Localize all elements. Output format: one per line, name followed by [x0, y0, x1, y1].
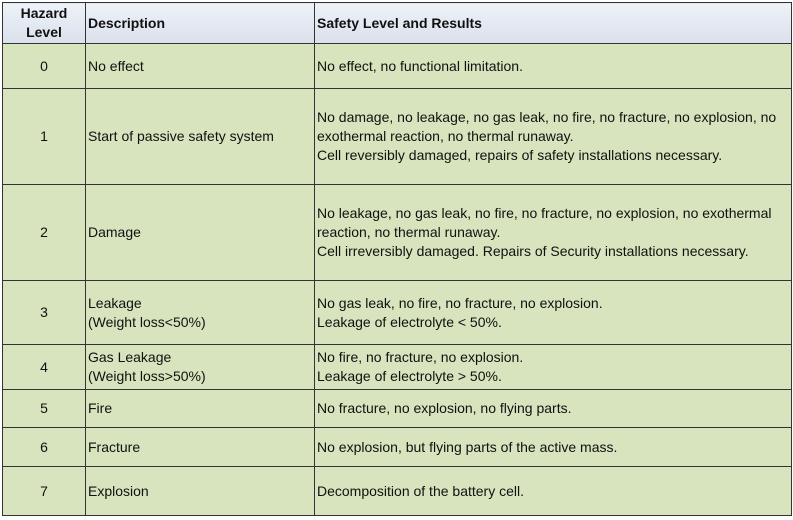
results-line: No effect, no functional limitation. — [317, 57, 523, 74]
results-cell: No explosion, but flying parts of the ac… — [314, 427, 792, 467]
description-cell: Damage — [85, 184, 315, 281]
description-line: Gas Leakage — [88, 349, 172, 365]
results-line: No fire, no fracture, no explosion. — [317, 349, 524, 365]
results-line: Decomposition of the battery cell. — [317, 482, 524, 499]
description-line: Damage — [88, 224, 141, 240]
results-cell: No leakage, no gas leak, no fire, no fra… — [314, 184, 792, 281]
table-row: 6 Fracture No explosion, but flying parts … — [2, 427, 792, 467]
results-cell: No fire, no fracture, no explosion. Leaka… — [314, 344, 792, 390]
hazard-level: 7 — [2, 466, 86, 516]
results-line: No leakage, no gas leak, no fire, no fra… — [317, 205, 772, 240]
results-line: No gas leak, no fire, no fracture, no ex… — [317, 294, 603, 311]
header-cell: Hazard Level — [2, 2, 86, 44]
hazard-level: 2 — [2, 184, 86, 281]
results-line: No fracture, no explosion, no flying par… — [317, 400, 572, 416]
description-cell: Start of passive safety system — [85, 88, 315, 185]
header-cell: Description — [85, 2, 315, 44]
table-row: 2 Damage No leakage, no gas leak, no fire,… — [2, 184, 792, 281]
hazard-level: 3 — [2, 280, 86, 345]
description-line: Explosion — [88, 482, 149, 499]
description-line: (Weight loss>50%) — [88, 368, 206, 384]
table-row: 4 Gas Leakage (Weight loss>50%) No fire, no… — [2, 344, 792, 390]
table-row: 5 Fire No fracture, no explosion, no flyin… — [2, 389, 792, 428]
description-cell: No effect — [85, 43, 315, 89]
results-cell: Decomposition of the battery cell. — [314, 466, 792, 516]
results-line: Leakage of electrolyte < 50%. — [317, 313, 502, 330]
table-row: 7 Explosion Decomposition of the battery c… — [2, 466, 792, 516]
header-row: Hazard Level Description Safety Level an… — [2, 2, 792, 44]
description-line: No effect — [88, 57, 144, 74]
results-line: No explosion, but flying parts of the ac… — [317, 438, 618, 455]
hazard-level: 5 — [2, 389, 86, 428]
results-line: Cell reversibly damaged, repairs of safe… — [317, 147, 723, 163]
hazard-level: 6 — [2, 427, 86, 467]
table-row: 0 No effect No effect, no functional limit… — [2, 43, 792, 89]
description-cell: Explosion — [85, 466, 315, 516]
description-cell: Fire — [85, 389, 315, 428]
results-line: Leakage of electrolyte > 50%. — [317, 368, 502, 384]
results-cell: No effect, no functional limitation. — [314, 43, 792, 89]
table-header: Hazard Level Description Safety Level an… — [2, 2, 792, 44]
table-row: 1 Start of passive safety system No damage… — [2, 88, 792, 185]
table-body: 0 No effect No effect, no functional limit… — [2, 43, 792, 516]
header-cell: Safety Level and Results — [314, 2, 792, 44]
description-cell: Leakage (Weight loss<50%) — [85, 280, 315, 345]
description-line: (Weight loss<50%) — [88, 313, 206, 330]
description-line: Fire — [88, 400, 113, 416]
description-line: Fracture — [88, 438, 141, 455]
results-cell: No fracture, no explosion, no flying par… — [314, 389, 792, 428]
results-line: Cell irreversibly damaged. Repairs of Se… — [317, 243, 749, 259]
results-line: No damage, no leakage, no gas leak, no f… — [317, 109, 777, 144]
description-cell: Fracture — [85, 427, 315, 467]
results-cell: No damage, no leakage, no gas leak, no f… — [314, 88, 792, 185]
results-cell: No gas leak, no fire, no fracture, no ex… — [314, 280, 792, 345]
table-row: 3 Leakage (Weight loss<50%) No gas leak, no… — [2, 280, 792, 345]
hazard-level: 4 — [2, 344, 86, 390]
description-cell: Gas Leakage (Weight loss>50%) — [85, 344, 315, 390]
description-line: Leakage — [88, 294, 142, 311]
hazard-level: 1 — [2, 88, 86, 185]
hazard-level: 0 — [2, 43, 86, 89]
description-line: Start of passive safety system — [88, 128, 274, 144]
